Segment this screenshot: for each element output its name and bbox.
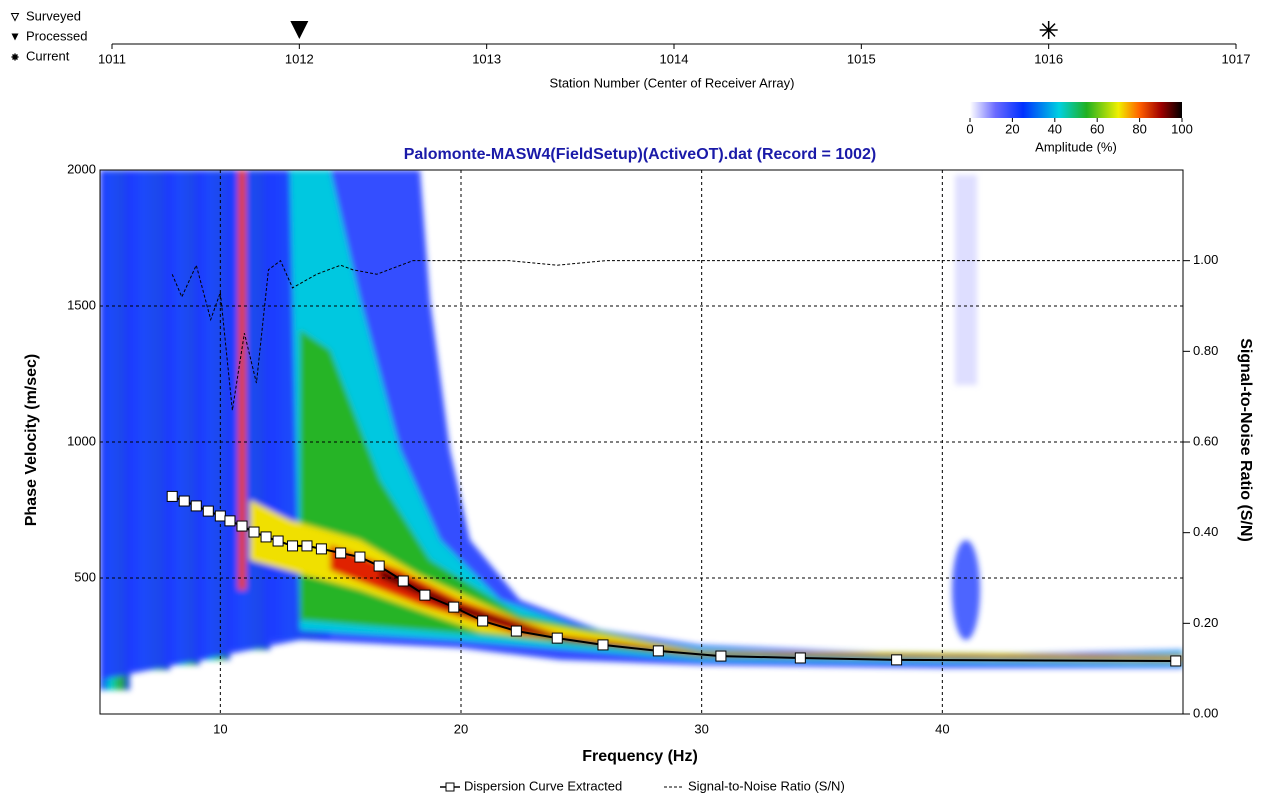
curve-point: [190, 500, 202, 512]
curve-point: [419, 589, 431, 601]
x-tick-label: 1014: [660, 51, 689, 66]
curve-point: [510, 625, 522, 637]
curve-point: [301, 540, 313, 552]
curve-point: [178, 495, 190, 507]
x-tick-label: 10: [213, 721, 227, 736]
curve-point: [214, 510, 226, 522]
curve-point: [202, 505, 214, 517]
curve-point: [891, 654, 903, 666]
legend-label: Processed: [26, 28, 87, 43]
curve-point: [551, 632, 563, 644]
snr-line: [171, 259, 1181, 411]
y-axis-label: Phase Velocity (m/sec): [23, 354, 40, 527]
curve-point: [166, 490, 178, 502]
x-tick-label: 1012: [285, 51, 314, 66]
y-tick-label: 2000: [67, 161, 96, 176]
curve-point: [715, 650, 727, 662]
x-tick-label: 40: [935, 721, 949, 736]
curve-point: [373, 560, 385, 572]
y2-tick-label: 1.00: [1193, 252, 1218, 267]
curve-point: [272, 535, 284, 547]
curve-point: [1170, 655, 1182, 667]
curve-point: [397, 575, 409, 587]
legend-label: Current: [26, 48, 70, 63]
x-axis-label: Station Number (Center of Receiver Array…: [550, 75, 795, 90]
y2-axis-label: Signal-to-Noise Ratio (S/N): [1237, 338, 1254, 542]
curve-point: [794, 652, 806, 664]
x-tick-label: 1013: [472, 51, 501, 66]
curve-point: [260, 531, 272, 543]
colorbar-tick-label: 60: [1090, 121, 1104, 136]
y2-tick-label: 0.20: [1193, 615, 1218, 630]
station-marker: [1039, 21, 1058, 39]
colorbar-tick-label: 40: [1048, 121, 1062, 136]
curve-point: [477, 615, 489, 627]
curve-point: [448, 601, 460, 613]
curve-point: [224, 515, 236, 527]
x-tick-label: 30: [694, 721, 708, 736]
legend-symbol: [445, 782, 455, 792]
station-marker: [290, 21, 309, 39]
y-tick-label: 500: [74, 569, 96, 584]
curve-point: [248, 526, 260, 538]
y2-tick-label: 0.80: [1193, 343, 1218, 358]
y2-tick-label: 0.00: [1193, 705, 1218, 720]
x-axis-label: Frequency (Hz): [582, 748, 698, 765]
curve-point: [315, 543, 327, 555]
colorbar: [970, 102, 1182, 118]
legend-symbol: [10, 13, 20, 22]
legend-label: Surveyed: [26, 8, 81, 23]
colorbar-tick-label: 0: [966, 121, 973, 136]
legend-label: Signal-to-Noise Ratio (S/N): [688, 778, 845, 793]
colorbar-tick-label: 20: [1005, 121, 1019, 136]
curve-point: [652, 645, 664, 657]
colorbar-tick-label: 100: [1171, 121, 1193, 136]
colorbar-label: Amplitude (%): [1035, 139, 1117, 154]
y-tick-label: 1500: [67, 297, 96, 312]
curve-point: [236, 520, 248, 532]
x-tick-label: 1015: [847, 51, 876, 66]
legend-symbol: [11, 53, 19, 61]
curve-point: [335, 547, 347, 559]
legend-symbol: [11, 33, 19, 41]
legend-label: Dispersion Curve Extracted: [464, 778, 622, 793]
x-tick-label: 1016: [1034, 51, 1063, 66]
curve-point: [354, 551, 366, 563]
curve-point: [287, 540, 299, 552]
x-tick-label: 1017: [1222, 51, 1251, 66]
amplitude-image: [100, 170, 1183, 690]
y2-tick-label: 0.40: [1193, 524, 1218, 539]
x-tick-label: 20: [454, 721, 468, 736]
y2-tick-label: 0.60: [1193, 433, 1218, 448]
curve-point: [597, 639, 609, 651]
x-tick-label: 1011: [98, 51, 126, 66]
colorbar-tick-label: 80: [1132, 121, 1146, 136]
chart-title: Palomonte-MASW4(FieldSetup)(ActiveOT).da…: [404, 146, 877, 163]
y-tick-label: 1000: [67, 433, 96, 448]
